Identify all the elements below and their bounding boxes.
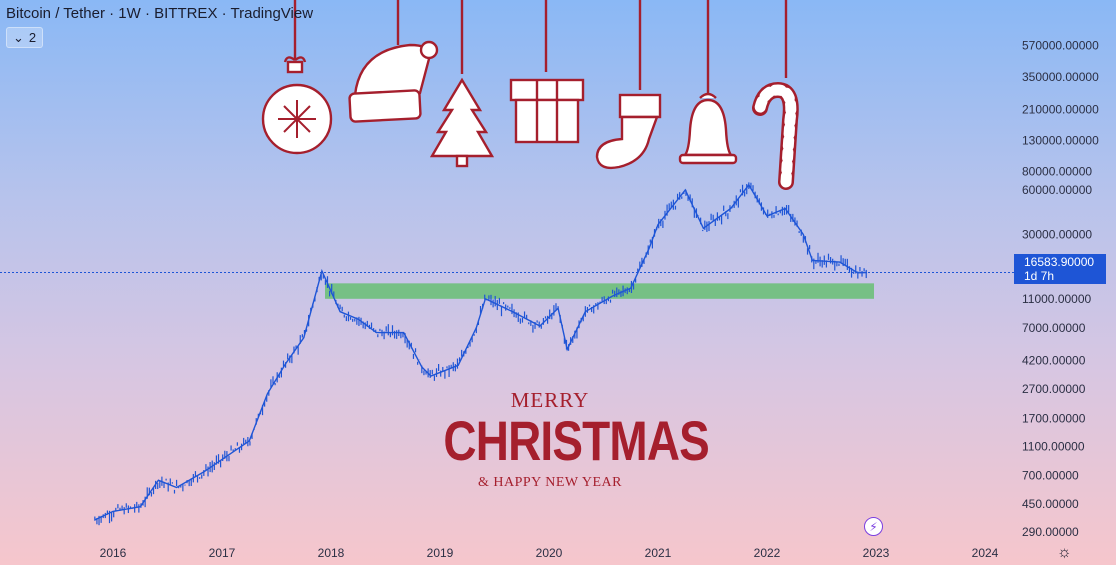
y-tick-label: 4200.00000 [1022, 354, 1086, 368]
y-tick-label: 570000.00000 [1022, 39, 1099, 53]
x-tick-label: 2017 [209, 546, 236, 560]
ornament-gift-icon [509, 0, 585, 144]
y-tick-label: 2700.00000 [1022, 382, 1086, 396]
support-zone [325, 283, 874, 299]
y-tick-label: 350000.00000 [1022, 70, 1099, 84]
ornament-bauble-icon [261, 0, 333, 155]
lightning-icon[interactable]: ⚡ [864, 517, 883, 536]
y-tick-label: 130000.00000 [1022, 133, 1099, 147]
ornament-tree-icon [429, 0, 495, 168]
price-trend-line [94, 183, 867, 521]
x-tick-label: 2022 [754, 546, 781, 560]
current-price-label: 16583.90000 1d 7h [1014, 254, 1106, 284]
x-tick-label: 2021 [645, 546, 672, 560]
x-tick-label: 2020 [536, 546, 563, 560]
greeting-merry: MERRY [510, 388, 590, 412]
ornament-bell-icon [678, 0, 738, 165]
interval-selector[interactable]: ⌄ 2 [6, 27, 44, 48]
x-tick-label: 2023 [863, 546, 890, 560]
x-tick-label: 2018 [318, 546, 345, 560]
y-tick-label: 80000.00000 [1022, 165, 1092, 179]
ornaments [261, 0, 799, 190]
interval-count: 2 [28, 30, 37, 45]
greeting-new-year: & HAPPY NEW YEAR [478, 475, 622, 490]
current-price-value: 16583.90000 [1024, 255, 1095, 269]
ornament-santa-hat-icon [348, 0, 439, 123]
chart-title: Bitcoin / Tether · 1W · BITTREX · Tradin… [6, 5, 314, 22]
x-tick-label: 2019 [427, 546, 454, 560]
bar-countdown: 1d 7h [1024, 269, 1055, 283]
y-tick-label: 1700.00000 [1022, 412, 1086, 426]
y-tick-label: 700.00000 [1022, 468, 1079, 482]
greeting-christmas: CHRISTMAS [443, 409, 709, 472]
y-tick-label: 290.00000 [1022, 525, 1079, 539]
y-tick-label: 450.00000 [1022, 497, 1079, 511]
y-tick-label: 7000.00000 [1022, 321, 1086, 335]
chevron-down-icon: ⌄ [13, 29, 24, 45]
ornament-stocking-icon [595, 0, 662, 170]
y-tick-label: 210000.00000 [1022, 103, 1099, 117]
greeting: MERRY CHRISTMAS & HAPPY NEW YEAR [420, 388, 709, 491]
gear-icon[interactable]: ☼ [1057, 544, 1072, 561]
y-tick-label: 11000.00000 [1022, 292, 1092, 306]
x-tick-label: 2016 [100, 546, 127, 560]
candle-series [94, 182, 867, 526]
ornament-candy-cane-icon [752, 0, 799, 190]
x-tick-label: 2024 [972, 546, 999, 560]
y-tick-label: 60000.00000 [1022, 183, 1092, 197]
y-tick-label: 30000.00000 [1022, 227, 1092, 241]
y-tick-label: 1100.00000 [1022, 439, 1085, 453]
